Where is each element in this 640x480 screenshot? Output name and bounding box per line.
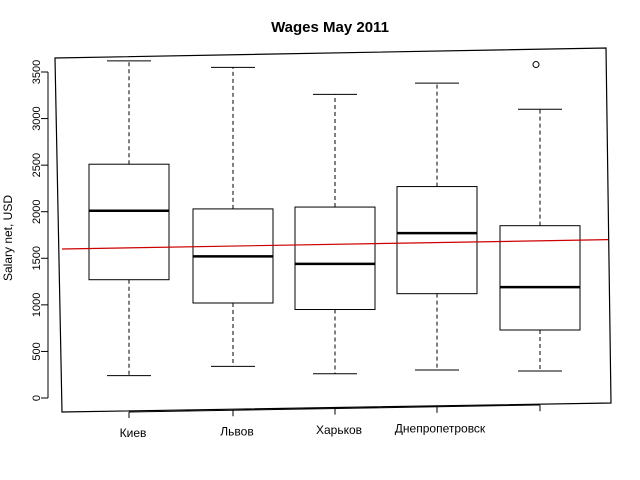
x-category-label: Киев [120, 426, 147, 440]
box-iqr [294, 206, 376, 311]
y-tick-label: 3500 [31, 60, 43, 84]
chart-title: Wages May 2011 [271, 19, 389, 36]
y-tick-label: 2000 [31, 199, 43, 223]
x-category-label: Днепропетровск [395, 422, 486, 436]
y-tick-label: 1500 [31, 246, 43, 270]
y-tick-label: 3000 [31, 106, 43, 130]
x-category-label: Харьков [316, 423, 362, 437]
box-iqr [499, 225, 581, 331]
box-iqr [88, 163, 170, 281]
box-group [396, 82, 478, 371]
y-tick-label: 500 [31, 342, 43, 360]
x-axis-line [128, 404, 541, 413]
box-group [499, 61, 581, 372]
y-axis-label: Salary net, USD [1, 195, 15, 281]
y-tick-label: 0 [31, 395, 43, 401]
y-tick-label: 2500 [31, 153, 43, 177]
box-iqr [396, 186, 478, 295]
y-tick-label: 1000 [31, 293, 43, 317]
outlier-point [532, 61, 540, 69]
reference-line [61, 239, 609, 250]
box-group [88, 60, 170, 377]
box-group [192, 66, 274, 367]
plot-frame [54, 47, 612, 413]
x-category-label: Львов [220, 425, 253, 439]
box-group [294, 93, 376, 375]
